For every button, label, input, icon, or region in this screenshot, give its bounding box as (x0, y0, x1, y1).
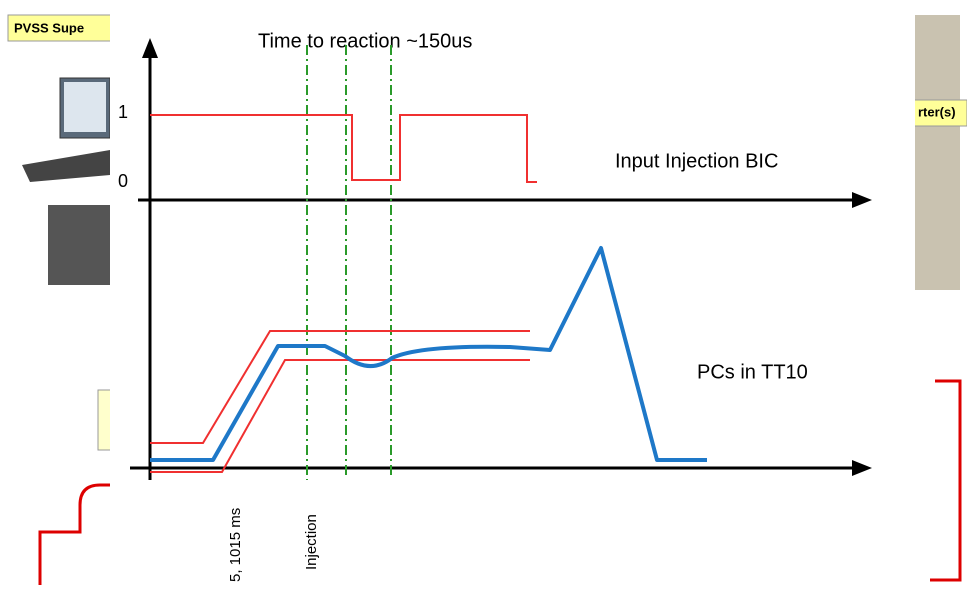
upper-limit (150, 330, 530, 444)
photo (915, 15, 960, 290)
yellow-box (7, 14, 113, 42)
signal-label: PCs in TT10 (697, 361, 808, 383)
signal-label: Input Injection BIC (615, 150, 778, 172)
diagram-title: Time to reaction ~150us (258, 30, 472, 52)
level-label: 0 (118, 171, 128, 191)
bic-signal (150, 114, 537, 183)
box-label: PVSS Supe (14, 20, 84, 35)
pc-current (150, 246, 707, 462)
level-label: 1 (118, 102, 128, 122)
red-bracket (930, 379, 962, 582)
box-label: rter(s) (918, 104, 956, 119)
red-bracket (38, 483, 110, 585)
time-label: 5, 1015 ms (227, 508, 244, 582)
time-markers (306, 45, 392, 480)
computer-icon (22, 77, 111, 182)
diagram-panel (110, 0, 915, 590)
screenshot-thumb (48, 205, 110, 285)
yellow-box (97, 389, 113, 451)
lower-limit (150, 359, 530, 473)
injection-label: Injection (303, 514, 320, 570)
axes (130, 38, 872, 480)
